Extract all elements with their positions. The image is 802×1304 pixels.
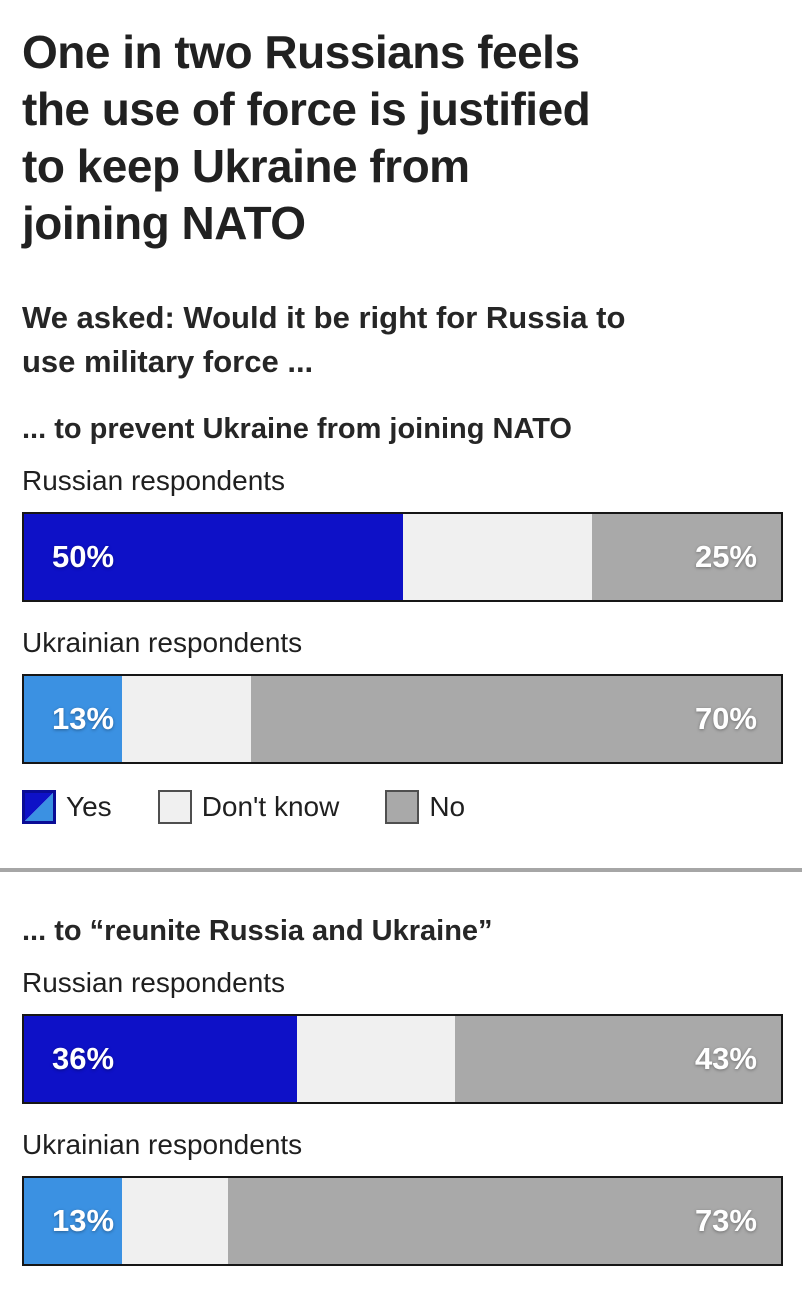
row-label-russian: Russian respondents (22, 967, 286, 998)
legend-label-dont-know: Don't know (201, 791, 340, 822)
stacked-bar-ukrainian-nato: 13% 70% (22, 674, 783, 764)
bar-value-label-no: 25% (694, 539, 757, 574)
chart-question: We asked: Would it be right for Russia t… (22, 296, 783, 384)
bar-segment-dont-know (296, 1016, 456, 1102)
bar-segment-yes: 50% (24, 514, 403, 600)
legend-label-no: No (429, 791, 466, 822)
legend-yes-swatch-icon (22, 790, 56, 824)
chart-title: One in two Russians feels the use of for… (22, 24, 783, 252)
legend-no-swatch-icon (385, 790, 420, 824)
bar-segment-no: 73% (228, 1178, 781, 1264)
legend-label-yes: Yes (66, 791, 112, 822)
bar-value-label-yes: 13% (52, 701, 115, 736)
chart-question-line: use military force ... (22, 344, 314, 379)
bar-segment-no: 43% (455, 1016, 781, 1102)
legend-item-dont-know: Don't know (157, 790, 340, 824)
bar-segment-dont-know (402, 514, 592, 600)
chart-legend: Yes Don't know No (22, 790, 783, 824)
legend-dont-know-swatch-icon (157, 790, 192, 824)
chart-title-line: joining NATO (22, 197, 306, 249)
row-label-ukrainian: Ukrainian respondents (22, 627, 303, 658)
bar-value-label-yes: 50% (52, 539, 115, 574)
chart-title-line: to keep Ukraine from (22, 140, 470, 192)
row-label-russian: Russian respondents (22, 465, 286, 496)
section-heading-prevent-nato: ... to prevent Ukraine from joining NATO (22, 413, 572, 445)
bar-segment-yes: 36% (24, 1016, 297, 1102)
bar-segment-yes: 13% (24, 1178, 123, 1264)
chart-row-russian: Russian respondents 50% 25% (22, 462, 783, 602)
bar-segment-yes: 13% (24, 676, 123, 762)
chart-row-ukrainian: Ukrainian respondents 13% 73% (22, 1126, 783, 1266)
chart-question-line: We asked: Would it be right for Russia t… (22, 300, 626, 335)
section-heading-reunite: ... to “reunite Russia and Ukraine” (22, 915, 493, 947)
stacked-bar-russian-reunite: 36% 43% (22, 1014, 783, 1104)
stacked-bar-russian-nato: 50% 25% (22, 512, 783, 602)
row-label-ukrainian: Ukrainian respondents (22, 1129, 303, 1160)
chart-row-russian: Russian respondents 36% 43% (22, 964, 783, 1104)
infographic: One in two Russians feels the use of for… (0, 24, 802, 1266)
chart-title-line: One in two Russians feels (22, 26, 580, 78)
stacked-bar-ukrainian-reunite: 13% 73% (22, 1176, 783, 1266)
section-prevent-nato: ... to prevent Ukraine from joining NATO… (22, 412, 783, 824)
legend-item-no: No (385, 790, 465, 824)
chart-title-line: the use of force is justified (22, 83, 591, 135)
bar-segment-dont-know (122, 676, 252, 762)
bar-segment-dont-know (122, 1178, 229, 1264)
bar-segment-no: 25% (591, 514, 781, 600)
bar-value-label-yes: 13% (52, 1203, 115, 1238)
bar-value-label-no: 43% (694, 1041, 757, 1076)
section-reunite: ... to “reunite Russia and Ukraine” Russ… (22, 914, 783, 1266)
section-divider (0, 868, 802, 872)
legend-item-yes: Yes (22, 790, 112, 824)
bar-value-label-no: 70% (694, 701, 757, 736)
chart-row-ukrainian: Ukrainian respondents 13% 70% (22, 624, 783, 764)
bar-segment-no: 70% (251, 676, 781, 762)
bar-value-label-yes: 36% (52, 1041, 115, 1076)
bar-value-label-no: 73% (694, 1203, 757, 1238)
